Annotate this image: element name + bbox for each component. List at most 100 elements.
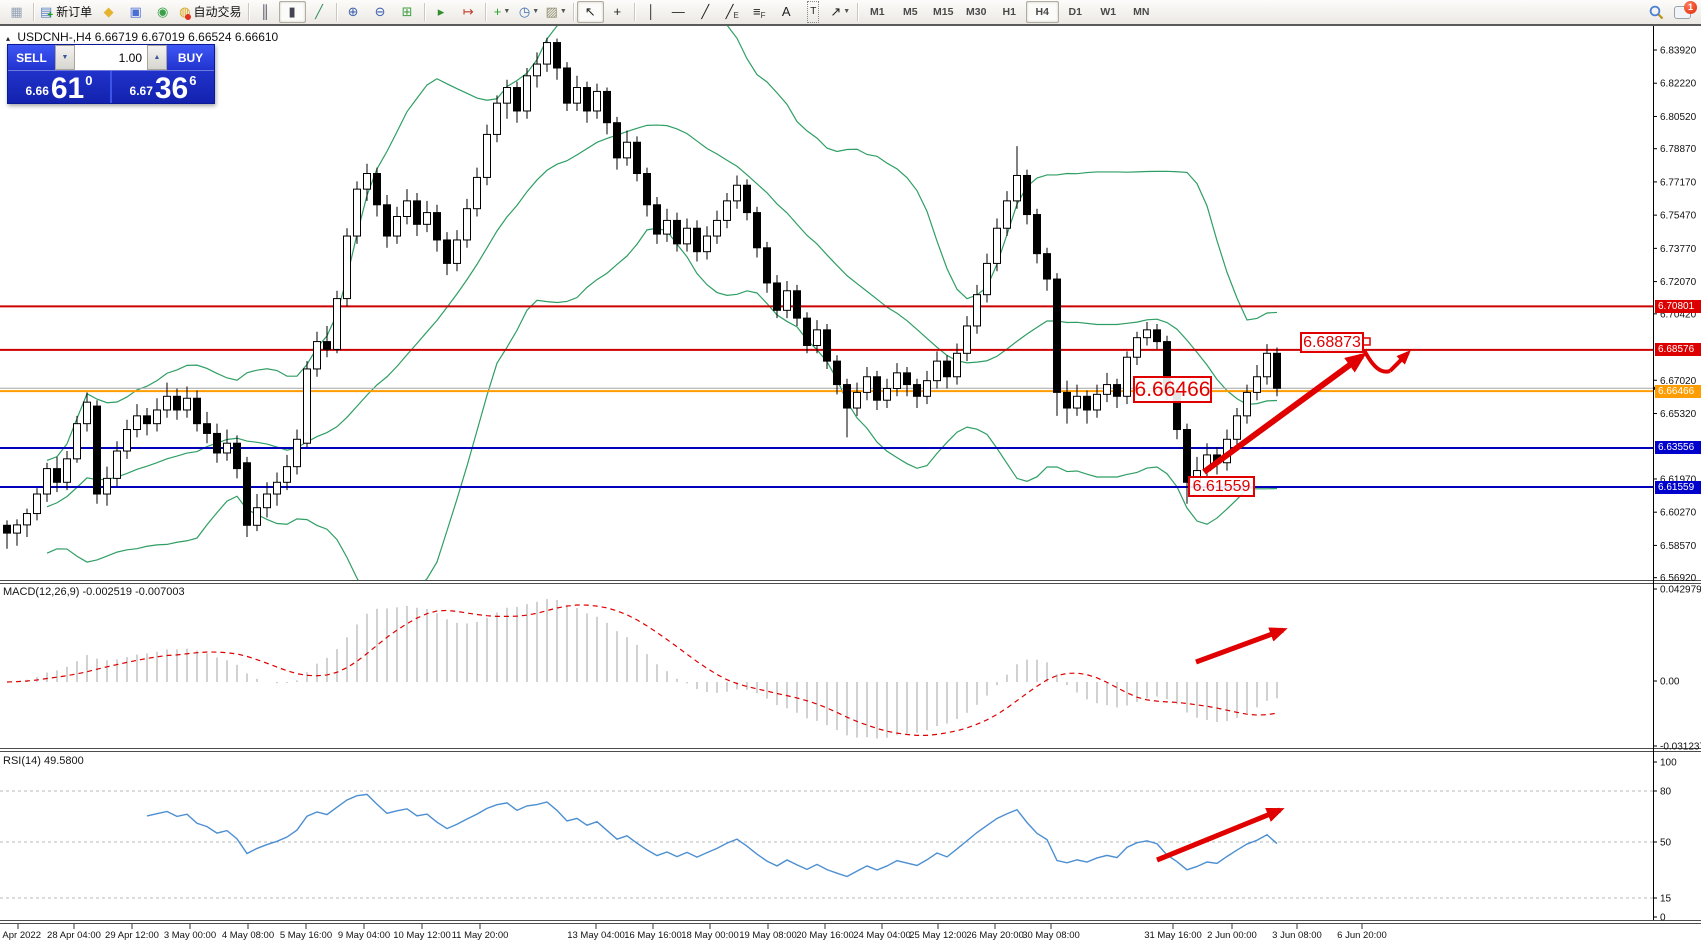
- timeframe-m1[interactable]: M1: [869, 6, 885, 18]
- axis-tick-label: 6.77170: [1660, 177, 1697, 188]
- horizontal-line-button[interactable]: —: [665, 1, 692, 23]
- volume-increase-button[interactable]: ▲: [147, 45, 167, 70]
- new-order-icon: ▤: [40, 4, 53, 19]
- timeframe-w1[interactable]: W1: [1100, 6, 1117, 18]
- timeframe-m15[interactable]: M15: [933, 6, 954, 18]
- timeframe-m30[interactable]: M30: [966, 6, 987, 18]
- trend-arrow-main[interactable]: [1202, 352, 1367, 475]
- collapse-arrow-icon[interactable]: ▴: [6, 34, 11, 43]
- pullback-curve[interactable]: [1362, 349, 1391, 374]
- candle-body: [323, 341, 331, 350]
- trend-arrow-macd[interactable]: [1195, 627, 1288, 665]
- buy-price-button[interactable]: 6.67 36 6: [129, 72, 197, 105]
- candle-body: [893, 372, 901, 389]
- templates-button[interactable]: ▨ ▼: [543, 1, 570, 23]
- trend-arrow-rsi[interactable]: [1156, 807, 1285, 863]
- candle-body: [183, 397, 191, 411]
- timeframe-h4[interactable]: H4: [1025, 1, 1059, 23]
- candle-body: [1043, 253, 1051, 280]
- candle-body: [853, 391, 861, 409]
- notifications-button[interactable]: 1: [1674, 0, 1697, 19]
- timeframe-d1[interactable]: D1: [1068, 6, 1082, 18]
- new-order-button[interactable]: ▤ + 新订单: [37, 1, 95, 23]
- crosshair-button[interactable]: +: [604, 1, 631, 23]
- sell-price-button[interactable]: 6.66 61 0: [8, 71, 112, 104]
- candle-body: [13, 524, 21, 534]
- signals-button[interactable]: ◉: [149, 1, 176, 23]
- periods-button[interactable]: ◷ ▼: [516, 1, 543, 23]
- indicators-button[interactable]: + ▼: [489, 1, 516, 23]
- time-tick-label: 6 Jun 20:00: [1337, 930, 1387, 941]
- time-tick-label: 5 May 16:00: [280, 930, 332, 941]
- candle-body: [403, 200, 411, 218]
- buy-button[interactable]: BUY: [167, 45, 214, 70]
- candle-body: [263, 493, 271, 509]
- bar-chart-icon: ║: [260, 4, 270, 19]
- candle-body: [163, 395, 171, 411]
- toolbar-separator: [247, 3, 249, 21]
- axis-tick-label: 6.61970: [1660, 474, 1697, 485]
- axis-tick-label: 6.73770: [1660, 244, 1697, 255]
- time-tick-label: 25 May 12:00: [909, 930, 967, 941]
- time-tick-label: 18 May 00:00: [681, 930, 739, 941]
- candle-body: [203, 423, 211, 434]
- text-button[interactable]: A: [773, 1, 800, 23]
- vertical-line-button[interactable]: │: [638, 1, 665, 23]
- candle-body: [883, 387, 891, 401]
- time-tick-label: 4 May 08:00: [222, 930, 274, 941]
- bar-chart-button[interactable]: ║: [252, 1, 279, 23]
- candlestick-chart-button[interactable]: ▮: [278, 1, 306, 23]
- candle-body: [1133, 337, 1141, 358]
- candle-body: [713, 219, 721, 237]
- zoom-in-icon: ⊕: [347, 4, 359, 19]
- market-watch-icon: ▣: [129, 4, 142, 19]
- candle-body: [473, 176, 481, 210]
- zoom-out-button[interactable]: ⊖: [367, 1, 394, 23]
- time-axis: 6 Apr 2022 28 Apr 04:00 29 Apr 12:00 3 May …: [0, 924, 1387, 941]
- timeframe-m5[interactable]: M5: [902, 6, 918, 18]
- candle-body: [653, 204, 661, 235]
- price-annotation-mid[interactable]: 6.66466: [1133, 376, 1212, 403]
- line-chart-button[interactable]: ╱: [306, 1, 333, 23]
- candle-body: [343, 235, 351, 300]
- toolbar-separator: [335, 3, 337, 21]
- fibonacci-button[interactable]: ≡ F: [746, 1, 773, 23]
- candle-body: [793, 290, 801, 319]
- candle-body: [1143, 329, 1151, 339]
- candle-body: [453, 239, 461, 264]
- candle-body: [643, 173, 651, 206]
- macd-pane: [6, 599, 1288, 739]
- market-watch-button[interactable]: ▣: [122, 1, 149, 23]
- candle-body: [753, 212, 761, 249]
- search-icon[interactable]: [1649, 5, 1664, 20]
- cursor-button[interactable]: ↖: [576, 1, 604, 23]
- charts-grid-icon[interactable]: ▦: [3, 1, 30, 23]
- tile-windows-button[interactable]: ⊞: [394, 1, 421, 23]
- channel-button[interactable]: ╱ E: [719, 1, 746, 23]
- candle-body: [63, 458, 71, 483]
- autotrading-button[interactable]: ◍ 自动交易: [176, 1, 244, 23]
- chart-shift-button[interactable]: ↦: [455, 1, 482, 23]
- sell-button[interactable]: SELL: [8, 45, 55, 70]
- auto-scroll-button[interactable]: ▸: [428, 1, 455, 23]
- trendline-button[interactable]: ╱: [692, 1, 719, 23]
- candle-body: [1273, 352, 1281, 389]
- price-annotation-high[interactable]: 6.68873: [1300, 332, 1364, 353]
- arrows-button[interactable]: ↗ ▼: [827, 1, 854, 23]
- metaeditor-button[interactable]: ◆: [95, 1, 122, 23]
- volume-decrease-button[interactable]: ▼: [55, 45, 75, 70]
- timeframe-mn[interactable]: MN: [1133, 6, 1150, 18]
- axis-tick-label: 6.56920: [1660, 573, 1697, 584]
- volume-input[interactable]: [75, 45, 147, 70]
- annotation-anchor-square[interactable]: [1362, 337, 1371, 346]
- pullback-arrow[interactable]: [1388, 350, 1411, 373]
- zoom-in-button[interactable]: ⊕: [340, 1, 367, 23]
- candle-body: [633, 141, 641, 175]
- text-label-button[interactable]: T: [800, 1, 827, 23]
- candle-body: [393, 216, 401, 237]
- plus-icon: +: [47, 9, 54, 21]
- timeframe-h1[interactable]: H1: [1002, 6, 1016, 18]
- axis-tick-label: 0.042979: [1660, 585, 1701, 596]
- candle-body: [353, 188, 361, 237]
- price-annotation-low[interactable]: 6.61559: [1188, 476, 1255, 497]
